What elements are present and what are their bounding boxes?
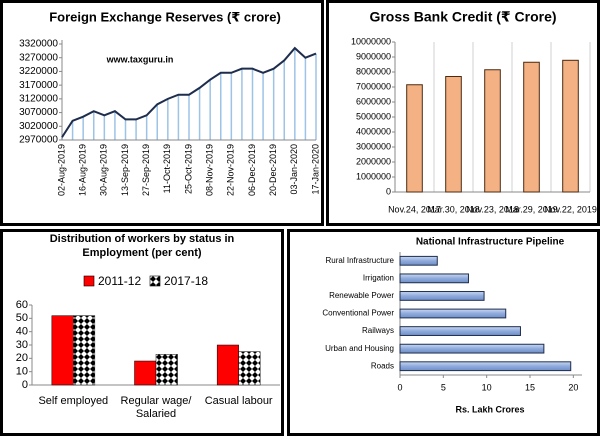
chart-title: Foreign Exchange Reserves (₹ crore) — [49, 9, 281, 24]
bar — [523, 61, 540, 193]
y-tick-label: Irrigation — [363, 273, 394, 282]
bar — [399, 361, 572, 372]
x-tick-label: 15 — [525, 382, 535, 392]
x-tick-label: Mar.30, 2018 — [427, 204, 480, 214]
x-tick-label: 0 — [397, 382, 402, 392]
bar — [216, 344, 239, 386]
y-tick-label: 4000000 — [356, 126, 391, 136]
y-tick-label: 2000000 — [356, 156, 391, 166]
y-tick-label: 6000000 — [356, 96, 391, 106]
bar — [155, 354, 178, 386]
y-tick-label: 3070000 — [19, 107, 58, 118]
y-tick-label: 40 — [16, 326, 28, 338]
bar — [399, 255, 438, 266]
y-tick-label: 0 — [386, 186, 391, 196]
y-tick-label: 20 — [16, 352, 28, 364]
bar — [238, 351, 261, 386]
y-tick-label: 10 — [16, 366, 28, 378]
x-tick-label-box: Self employed — [38, 395, 109, 407]
y-tick-label: Urban and Housing — [325, 344, 394, 353]
x-tick-label: Nov.23, 2018 — [466, 204, 519, 214]
bar — [73, 315, 96, 386]
bar — [484, 69, 501, 193]
bar — [445, 76, 462, 193]
y-tick-label: Rural Infrastructure — [326, 256, 395, 265]
x-tick-label: Nov.24, 2017 — [388, 204, 441, 214]
y-tick-label: 3120000 — [19, 93, 58, 104]
bar — [399, 326, 521, 336]
y-tick-label: Roads — [371, 361, 394, 370]
x-tick-label: 02-Aug-2019 — [56, 144, 66, 196]
x-tick-label: 27-Sep-2019 — [141, 144, 151, 196]
y-tick-label: 1000000 — [356, 171, 391, 181]
x-tick-label: Nov.22, 2019 — [544, 204, 597, 214]
x-tick-label-box: Casual labour — [204, 395, 273, 407]
y-tick-label: 50 — [16, 312, 28, 324]
x-tick-label: 20-Dec-2019 — [268, 144, 278, 196]
y-tick-label: 5000000 — [356, 111, 391, 121]
x-tick-label: 30-Aug-2019 — [99, 144, 109, 196]
chart-title: Distribution of workers by status in Emp… — [49, 233, 235, 259]
y-tick-label: 3220000 — [19, 66, 58, 77]
x-tick-label: 17-Jan-2020 — [310, 144, 320, 195]
bar — [399, 273, 469, 284]
panel-border — [326, 0, 600, 226]
x-tick-label: 11-Oct-2019 — [162, 144, 172, 193]
legend-swatch — [83, 275, 95, 287]
y-tick-label: 10000000 — [351, 36, 391, 46]
x-tick-label: 25-Oct-2019 — [183, 144, 193, 194]
y-tick-label: Conventional Power — [322, 309, 394, 318]
legend-label: 2017-18 — [164, 274, 208, 288]
y-tick-label: 8000000 — [356, 66, 391, 76]
panel-border — [0, 229, 284, 436]
chart-title: Gross Bank Credit (₹ Crore) — [369, 9, 556, 25]
y-tick-label: 60 — [16, 299, 28, 311]
x-tick-label: 22-Nov-2019 — [226, 144, 236, 196]
x-axis-label: Rs. Lakh Crores — [455, 404, 524, 414]
x-tick-label: Regular wage/ Salaried — [120, 395, 192, 420]
y-tick-label: 3000000 — [356, 141, 391, 151]
bar — [51, 315, 74, 386]
annotation: www.taxguru.in — [106, 54, 174, 64]
y-tick-label: 3170000 — [19, 80, 58, 91]
legend-swatch — [149, 275, 161, 287]
y-tick-label: 3270000 — [19, 52, 58, 63]
x-tick-label-box: Regular wage/ Salaried — [120, 395, 192, 420]
line — [61, 46, 317, 138]
x-tick-label: 20 — [568, 382, 578, 392]
y-tick-label: 3320000 — [19, 39, 58, 50]
x-tick-label: 06-Dec-2019 — [247, 144, 257, 196]
legend-label: 2011-12 — [98, 274, 141, 288]
x-tick-label: 13-Sep-2019 — [120, 144, 130, 196]
y-tick-label: Renewable Power — [329, 291, 394, 300]
y-tick-label: 2970000 — [19, 135, 58, 146]
y-tick-label: Railways — [362, 326, 394, 335]
chart-title: National Infrastructure Pipeline — [416, 237, 565, 248]
x-tick-label: 16-Aug-2019 — [78, 144, 88, 196]
bar — [562, 59, 579, 193]
x-tick-label: 5 — [441, 382, 446, 392]
bar — [406, 84, 423, 193]
bar — [399, 343, 545, 354]
panel-border — [287, 229, 600, 436]
x-tick-label: 08-Nov-2019 — [205, 144, 215, 196]
chart-title-box: Distribution of workers by status in Emp… — [49, 233, 235, 259]
bar — [134, 360, 157, 386]
bar — [399, 291, 485, 301]
y-tick-label: 7000000 — [356, 81, 391, 91]
x-tick-label: Self employed — [38, 395, 109, 407]
panel-border — [0, 0, 324, 226]
y-tick-label: 3020000 — [19, 121, 58, 132]
y-tick-label: 30 — [16, 339, 28, 351]
x-tick-label: 10 — [482, 382, 492, 392]
y-tick-label: 0 — [22, 379, 28, 391]
bar — [399, 308, 507, 319]
x-tick-label: 03-Jan-2020 — [289, 144, 299, 195]
x-tick-label: Casual labour — [204, 395, 273, 407]
y-tick-label: 9000000 — [356, 51, 391, 61]
x-tick-label: Mar.29, 2019 — [505, 204, 558, 214]
